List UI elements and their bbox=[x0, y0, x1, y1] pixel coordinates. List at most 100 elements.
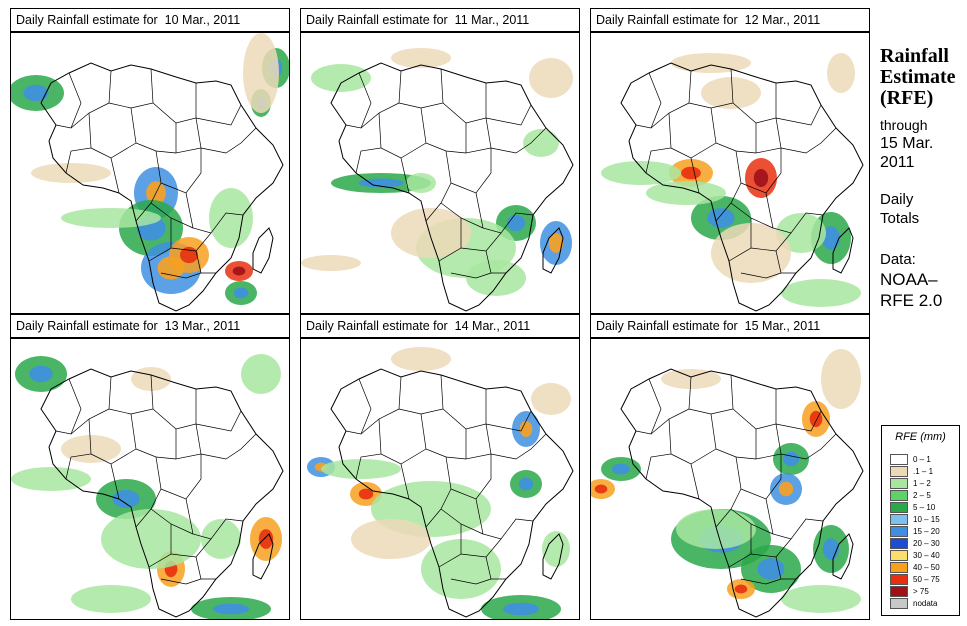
panel-title: Daily Rainfall estimate for 10 Mar., 201… bbox=[10, 8, 290, 32]
rainfall-map bbox=[300, 32, 580, 314]
country-border bbox=[175, 423, 202, 460]
side-title: Rainfall Estimate (RFE) bbox=[880, 45, 956, 109]
panel-title: Daily Rainfall estimate for 14 Mar., 201… bbox=[300, 314, 580, 338]
country-border bbox=[90, 142, 137, 159]
country-border bbox=[690, 463, 700, 500]
country-border bbox=[380, 142, 427, 159]
legend-swatch bbox=[890, 478, 908, 489]
coastline bbox=[40, 368, 284, 618]
country-border bbox=[360, 70, 402, 129]
rain-area bbox=[781, 585, 861, 613]
legend-swatch bbox=[890, 586, 908, 597]
legend-swatch bbox=[890, 502, 908, 513]
rain-area bbox=[676, 509, 756, 549]
legend-swatch bbox=[890, 562, 908, 573]
country-border bbox=[450, 148, 492, 194]
legend: RFE (mm) 0 – 1 .1 – 1 1 – 2 2 – 5 5 – 10 10 –… bbox=[881, 425, 960, 616]
through-date: 15 Mar. 2011 bbox=[880, 135, 934, 171]
legend-item: 10 – 15 bbox=[890, 514, 956, 525]
country-border bbox=[780, 433, 837, 460]
africa-map-svg bbox=[601, 53, 864, 312]
coastline bbox=[330, 368, 574, 618]
rain-core bbox=[503, 602, 539, 616]
rain-core bbox=[612, 463, 630, 475]
rain-area bbox=[321, 459, 401, 479]
country-border bbox=[740, 148, 782, 194]
country-border bbox=[175, 117, 202, 154]
country-border bbox=[670, 448, 717, 465]
rain-core bbox=[594, 484, 608, 494]
legend-item: 1 – 2 bbox=[890, 478, 956, 489]
country-border bbox=[775, 104, 822, 126]
legend-swatch bbox=[890, 454, 908, 465]
legend-label: 5 – 10 bbox=[913, 503, 936, 512]
legend-item: > 75 bbox=[890, 586, 956, 597]
legend-item: 40 – 50 bbox=[890, 562, 956, 573]
country-border bbox=[108, 68, 154, 109]
rain-core bbox=[232, 266, 246, 276]
country-border bbox=[195, 410, 242, 432]
rain-core bbox=[822, 226, 840, 250]
africa-map-svg bbox=[301, 48, 574, 312]
country-border bbox=[755, 117, 782, 154]
country-border bbox=[710, 413, 757, 460]
country-border bbox=[450, 578, 492, 585]
coastline bbox=[620, 368, 864, 618]
madagascar-outline bbox=[832, 227, 854, 274]
legend-item: .1 – 1 bbox=[890, 466, 956, 477]
country-border bbox=[345, 378, 372, 435]
africa-map-svg bbox=[307, 347, 574, 619]
legend-swatch bbox=[890, 466, 908, 477]
country-border bbox=[360, 376, 402, 435]
legend-item: 2 – 5 bbox=[890, 490, 956, 501]
rainfall-map bbox=[10, 32, 290, 314]
rain-area bbox=[31, 163, 111, 183]
country-border bbox=[490, 127, 547, 154]
country-border bbox=[635, 378, 662, 435]
rain-core bbox=[782, 451, 800, 467]
rain-area bbox=[61, 208, 161, 228]
rain-area bbox=[301, 255, 361, 271]
country-border bbox=[130, 107, 177, 154]
rainfall-map bbox=[590, 32, 870, 314]
country-border bbox=[765, 498, 824, 540]
rain-core bbox=[753, 169, 769, 187]
africa-map-svg bbox=[591, 349, 864, 618]
data-source: Data: NOAA– RFE 2.0 bbox=[880, 251, 943, 310]
country-border bbox=[55, 72, 82, 129]
country-border bbox=[755, 423, 782, 460]
rain-area bbox=[529, 58, 573, 98]
rain-core bbox=[358, 178, 404, 188]
country-border bbox=[355, 418, 382, 480]
country-border bbox=[425, 150, 452, 222]
rain-core bbox=[358, 488, 374, 500]
country-border bbox=[152, 83, 197, 124]
rain-core bbox=[23, 84, 49, 102]
country-border bbox=[420, 413, 467, 460]
country-border bbox=[108, 374, 154, 415]
legend-label: 20 – 30 bbox=[913, 539, 940, 548]
rain-area bbox=[243, 33, 279, 113]
legend-label: .1 – 1 bbox=[913, 467, 934, 476]
legend-label: 0 – 1 bbox=[913, 455, 931, 464]
panel-title: Daily Rainfall estimate for 12 Mar., 201… bbox=[590, 8, 870, 32]
country-border bbox=[345, 72, 372, 129]
rain-area bbox=[827, 53, 855, 93]
legend-item: nodata bbox=[890, 598, 956, 609]
country-border bbox=[65, 418, 92, 480]
legend-swatch bbox=[890, 526, 908, 537]
rain-area bbox=[531, 383, 571, 415]
legend-label: 2 – 5 bbox=[913, 491, 931, 500]
rain-area bbox=[711, 223, 791, 283]
country-border bbox=[465, 117, 492, 154]
country-border bbox=[740, 454, 782, 500]
country-border bbox=[160, 454, 202, 500]
rain-area bbox=[646, 181, 726, 205]
country-border bbox=[485, 410, 532, 432]
country-border bbox=[775, 410, 822, 432]
country-border bbox=[160, 272, 202, 279]
country-border bbox=[130, 413, 177, 460]
legend-label: 30 – 40 bbox=[913, 551, 940, 560]
country-border bbox=[110, 157, 120, 194]
totals-label: Daily Totals bbox=[880, 191, 920, 227]
